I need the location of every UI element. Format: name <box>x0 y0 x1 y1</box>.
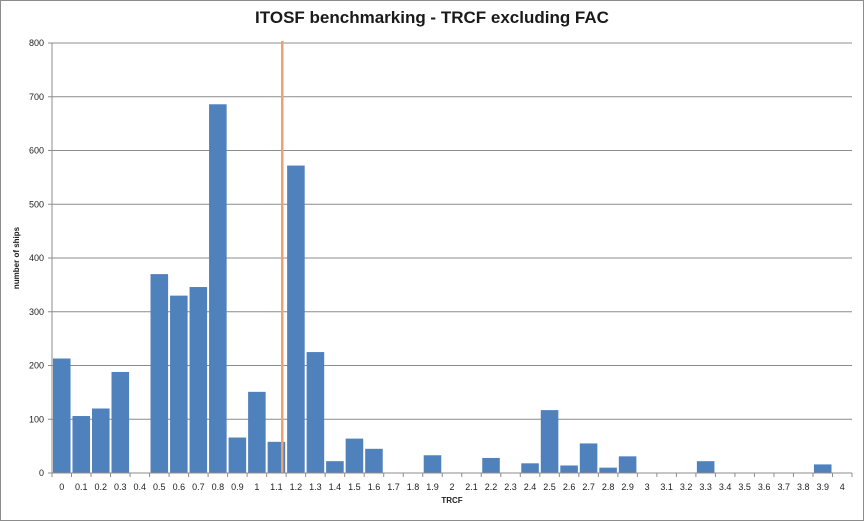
x-tick-label: 3.9 <box>816 482 829 492</box>
bar <box>189 287 208 473</box>
x-axis-title: TRCF <box>441 496 462 505</box>
bar <box>813 464 832 473</box>
bar <box>482 457 500 473</box>
x-tick-label: 0.1 <box>75 482 88 492</box>
x-tick-label: 0.6 <box>173 482 186 492</box>
x-tick-label: 2.8 <box>602 482 615 492</box>
y-tick-label: 400 <box>29 253 44 263</box>
y-tick-label: 500 <box>29 199 44 209</box>
gridlines <box>52 42 852 420</box>
y-tick-label: 700 <box>29 92 44 102</box>
x-tick-label: 2.3 <box>504 482 517 492</box>
x-tick-label: 3.4 <box>719 482 732 492</box>
axes: 0 100 200 300 400 500 600 700 800 0 0.1 0.2 0.3 0.4 0.… <box>29 38 853 492</box>
x-tick-label: 2.6 <box>563 482 576 492</box>
x-tick-label: 2.7 <box>582 482 595 492</box>
x-tick-label: 0.8 <box>212 482 225 492</box>
y-tick-label: 300 <box>29 307 44 317</box>
x-tick-label: 1.2 <box>290 482 303 492</box>
bar <box>696 461 715 473</box>
bar <box>560 465 578 473</box>
x-tick-label: 3.6 <box>758 482 771 492</box>
y-axis-title: number of ships <box>12 226 21 289</box>
y-tick-label: 800 <box>29 38 44 48</box>
x-tick-label: 2.4 <box>524 482 537 492</box>
x-tick-label: 0.2 <box>95 482 108 492</box>
x-tick-label: 1.3 <box>309 482 322 492</box>
x-tick-label: 0.3 <box>114 482 127 492</box>
bar <box>228 437 247 473</box>
bar <box>72 416 91 473</box>
bar <box>92 408 110 473</box>
x-tick-label: 3.1 <box>660 482 673 492</box>
x-tick-label: 0.5 <box>153 482 166 492</box>
bar <box>170 295 188 473</box>
x-tick-label: 1.6 <box>368 482 381 492</box>
bar <box>423 455 442 473</box>
x-tick-label: 1.9 <box>426 482 439 492</box>
bar <box>111 371 130 473</box>
x-tick-label: 0.7 <box>192 482 205 492</box>
bar <box>599 467 617 473</box>
bar <box>287 165 305 474</box>
x-tick-label: 4 <box>840 482 845 492</box>
x-tick-label: 0.4 <box>134 482 147 492</box>
bars <box>52 104 832 474</box>
y-tick-label: 200 <box>29 361 44 371</box>
bar <box>267 441 286 473</box>
x-tick-label: 2 <box>449 482 454 492</box>
x-tick-label: 1.8 <box>407 482 420 492</box>
bar <box>579 443 598 473</box>
x-tick-label: 3 <box>645 482 650 492</box>
bar <box>618 456 637 473</box>
y-tick-label: 100 <box>29 414 44 424</box>
bar <box>345 438 364 473</box>
bar <box>326 461 344 473</box>
chart-title: ITOSF benchmarking - TRCF excluding FAC <box>255 8 609 27</box>
x-tick-label: 3.8 <box>797 482 810 492</box>
y-tick-label: 0 <box>39 468 44 478</box>
x-tick-label: 2.5 <box>543 482 556 492</box>
x-tick-label: 2.9 <box>621 482 634 492</box>
bar <box>248 391 266 473</box>
bar <box>521 463 539 473</box>
x-tick-label: 3.2 <box>680 482 693 492</box>
x-tick-label: 1 <box>254 482 259 492</box>
x-tick-label: 1.7 <box>387 482 400 492</box>
bar <box>52 358 71 473</box>
x-tick-label: 1.4 <box>329 482 342 492</box>
bar <box>306 352 325 473</box>
x-tick-label: 3.7 <box>777 482 790 492</box>
x-tick-label: 1.1 <box>270 482 283 492</box>
x-tick-label: 2.2 <box>485 482 498 492</box>
bar <box>365 448 383 473</box>
y-tick-label: 600 <box>29 146 44 156</box>
bar <box>540 410 559 473</box>
x-tick-label: 3.5 <box>738 482 751 492</box>
x-tick-label: 0.9 <box>231 482 244 492</box>
x-tick-label: 1.5 <box>348 482 361 492</box>
bar <box>209 104 227 474</box>
x-tick-label: 0 <box>59 482 64 492</box>
bar <box>150 274 169 473</box>
x-tick-label: 2.1 <box>465 482 478 492</box>
x-tick-label: 3.3 <box>699 482 712 492</box>
